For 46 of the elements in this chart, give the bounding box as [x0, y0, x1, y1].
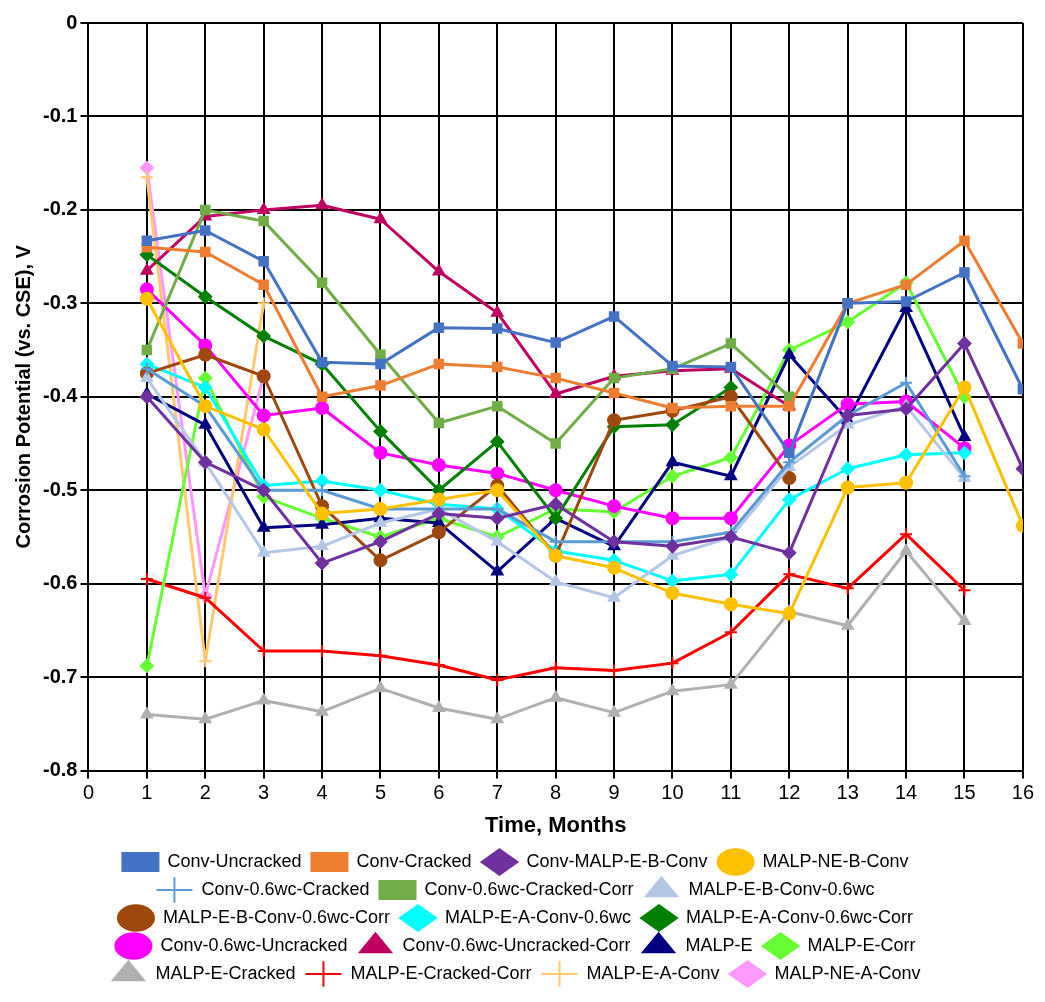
- y-tick-label: 0: [66, 10, 78, 33]
- x-tick-label: 2: [199, 781, 211, 804]
- legend-label: MALP-E-B-Conv-0.6wc: [688, 878, 875, 899]
- x-tick-label: 9: [608, 781, 620, 804]
- legend-label: MALP-NE-A-Conv: [774, 962, 921, 983]
- x-tick-label: 14: [894, 781, 918, 804]
- y-tick-label: -0.3: [42, 290, 78, 313]
- legend-label: Conv-Uncracked: [167, 850, 302, 871]
- legend-label: Conv-0.6wc-Cracked: [201, 878, 370, 899]
- x-tick-label: 4: [316, 781, 328, 804]
- legend-label: MALP-E-Corr: [807, 934, 916, 955]
- x-tick-label: 11: [720, 781, 742, 804]
- y-tick-label: -0.8: [42, 758, 78, 781]
- y-tick-label: -0.4: [42, 384, 79, 407]
- legend-label: MALP-E-A-Conv-0.6wc: [444, 906, 632, 927]
- x-tick-label: 6: [433, 781, 445, 804]
- x-tick-label: 12: [778, 781, 801, 804]
- legend-label: MALP-NE-B-Conv: [762, 850, 909, 871]
- y-tick-label: -0.7: [42, 664, 78, 687]
- x-tick-label: 0: [82, 781, 95, 804]
- legend-label: Conv-0.6wc-Uncracked-Corr: [402, 934, 631, 955]
- legend-label: MALP-E: [685, 934, 753, 955]
- legend-label: Conv-0.6wc-Uncracked: [160, 934, 348, 955]
- x-tick-label: 13: [836, 781, 859, 804]
- x-tick-label: 10: [661, 781, 684, 804]
- legend-label: MALP-E-A-Conv: [586, 962, 720, 983]
- legend-label: MALP-E-A-Conv-0.6wc-Corr: [686, 906, 914, 927]
- legend-label: Conv-MALP-E-B-Conv: [526, 850, 708, 871]
- legend-label: Conv-Cracked: [356, 850, 472, 871]
- x-tick-label: 16: [1011, 781, 1034, 804]
- legend-label: MALP-E-B-Conv-0.6wc-Corr: [162, 906, 390, 927]
- x-tick-label: 1: [141, 781, 153, 804]
- x-tick-label: 15: [953, 781, 976, 804]
- y-axis-title: Corrosion Potential (vs. CSE), V: [11, 244, 34, 549]
- x-tick-label: 3: [258, 781, 270, 804]
- x-tick-label: 5: [374, 781, 387, 804]
- y-tick-label: -0.1: [42, 103, 78, 126]
- x-tick-label: 8: [550, 781, 562, 804]
- y-tick-label: -0.5: [42, 477, 78, 500]
- legend-label: MALP-E-Cracked: [155, 962, 296, 983]
- x-tick-label: 7: [491, 781, 503, 804]
- x-axis-title: Time, Months: [484, 811, 627, 837]
- y-tick-label: -0.6: [42, 571, 78, 594]
- legend-label: MALP-E-Cracked-Corr: [350, 962, 532, 983]
- y-tick-label: -0.2: [42, 197, 78, 220]
- legend-label: Conv-0.6wc-Cracked-Corr: [424, 878, 634, 899]
